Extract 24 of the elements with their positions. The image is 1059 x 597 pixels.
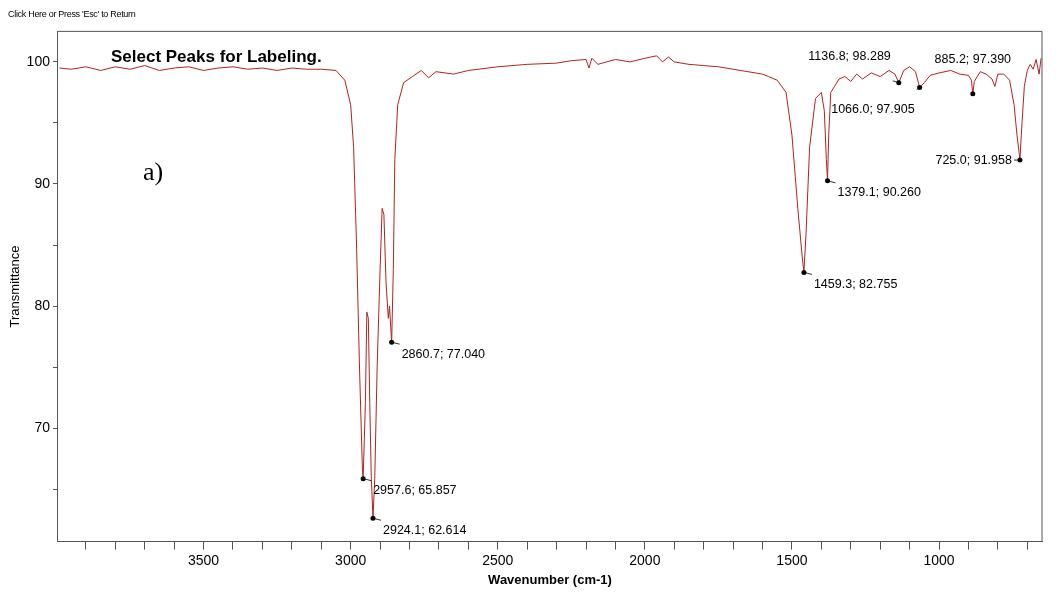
- x-axis-title: Wavenumber (cm-1): [488, 571, 612, 587]
- y-tick-label: 80: [34, 296, 51, 313]
- annotation: 1066.0; 97.905: [831, 101, 915, 116]
- y-axis-title: Transmittance: [7, 245, 23, 328]
- annotation: 885.2; 97.390: [934, 52, 1012, 67]
- x-tick-label: 3500: [188, 551, 220, 568]
- y-tick-label: 90: [34, 174, 51, 191]
- annotation: 725.0; 91.958: [935, 152, 1012, 167]
- text: Click Here or Press 'Esc' to Return: [8, 8, 137, 20]
- annotation: 1136.8; 98.289: [808, 49, 891, 64]
- x-tick-label: 2000: [629, 551, 661, 568]
- annotation: a): [142, 157, 164, 187]
- annotation: 2924.1; 62.614: [383, 522, 467, 537]
- annotation: 1459.3; 82.755: [813, 276, 898, 291]
- annotation: 1379.1; 90.260: [837, 185, 921, 200]
- x-tick-label: 3000: [335, 551, 367, 568]
- x-tick-label: 2500: [482, 551, 514, 568]
- annotation: 2957.6; 65.857: [373, 483, 457, 498]
- y-tick-label: 100: [26, 52, 51, 69]
- x-tick-label: 1500: [776, 551, 808, 568]
- text: Select Peaks for Labeling.: [110, 47, 322, 67]
- y-tick-label: 70: [34, 418, 51, 435]
- x-tick-label: 1000: [923, 551, 955, 568]
- annotation: 2860.7; 77.040: [401, 346, 486, 361]
